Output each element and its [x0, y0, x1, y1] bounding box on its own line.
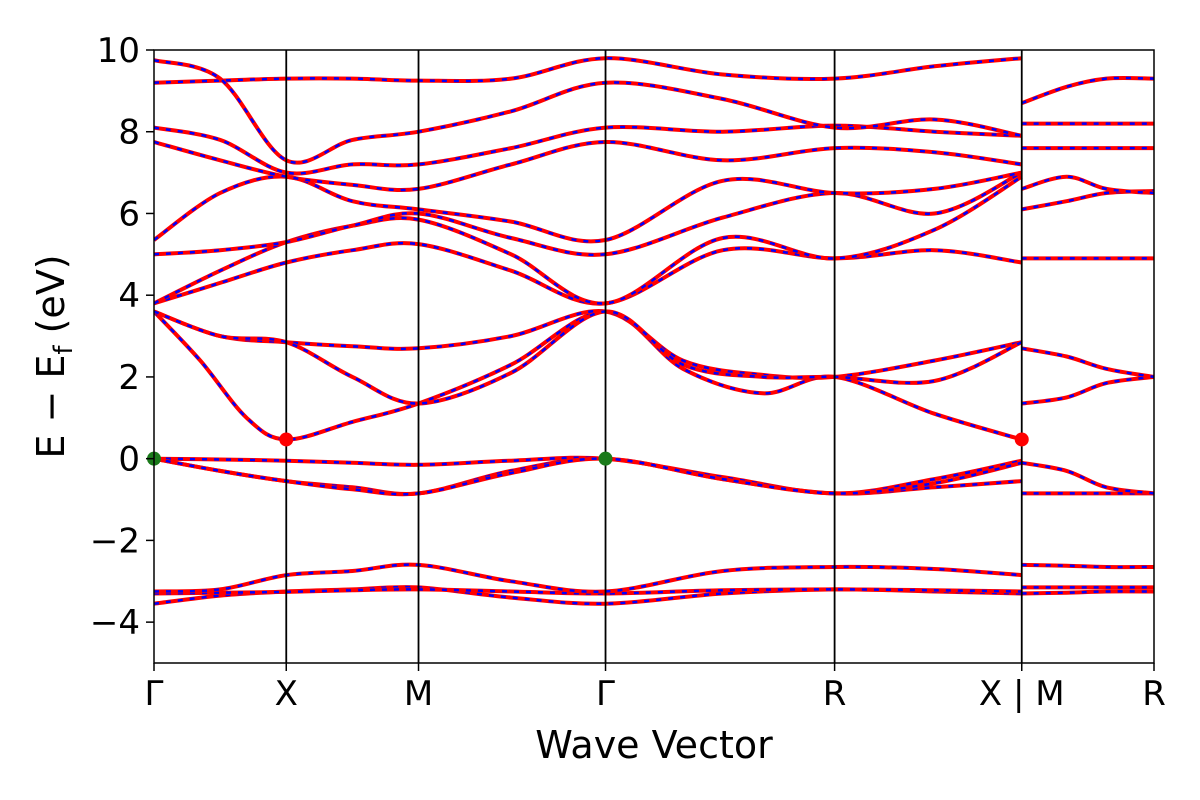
band-overlay-13 — [154, 140, 1022, 192]
x-tick-label-2: M — [404, 674, 433, 714]
y-tick-label-0: −4 — [90, 603, 140, 643]
band-overlay-1 — [154, 588, 1022, 595]
band-overlay-19 — [1021, 590, 1154, 595]
band-7 — [154, 309, 1023, 381]
y-tick-label-6: 8 — [118, 113, 140, 153]
cbm-marker-1 — [1014, 432, 1029, 447]
y-tick-label-1: −2 — [90, 521, 140, 561]
x-tick-label-4: R — [823, 674, 847, 714]
band-overlay-21 — [1021, 563, 1154, 569]
band-overlay-8 — [154, 310, 1023, 405]
band-8 — [154, 309, 1023, 406]
y-axis-label: E − Ef (eV) — [29, 254, 79, 458]
band-13 — [154, 139, 1022, 193]
band-23 — [1021, 346, 1154, 379]
y-tick-label-4: 4 — [118, 276, 140, 316]
band-22 — [1021, 374, 1154, 406]
x-tick-label-5: X | M — [979, 674, 1065, 714]
kpoint-dividers — [285, 50, 1023, 663]
x-tick-label-0: Γ — [145, 674, 164, 714]
plot-frame — [153, 49, 1155, 664]
band-18 — [1021, 460, 1154, 496]
band-11 — [154, 170, 1023, 257]
x-axis-label: Wave Vector — [535, 723, 773, 767]
y-axis-label-subscript: f — [49, 345, 79, 355]
y-axis-label-main: E − E — [29, 355, 73, 459]
band-6 — [154, 309, 1023, 442]
band-2 — [154, 562, 1022, 594]
x-tick-label-3: Γ — [596, 674, 615, 714]
y-tick-label-2: 0 — [118, 440, 140, 480]
x-tick-label-6: R — [1142, 674, 1166, 714]
x-tick-label-1: X — [275, 674, 298, 714]
band-lines — [154, 56, 1154, 606]
band-28 — [1021, 75, 1154, 105]
y-tick-label-3: 2 — [118, 358, 140, 398]
band-overlay-7 — [154, 309, 1022, 380]
y-axis-ticks: −4 −2 0 2 4 6 8 10 — [90, 31, 154, 643]
y-tick-label-5: 6 — [118, 194, 140, 234]
band-15 — [154, 56, 1022, 85]
cbm-marker-0 — [279, 432, 294, 447]
band-overlay-2 — [154, 563, 1022, 593]
y-tick-label-7: 10 — [97, 31, 140, 71]
band-16 — [154, 58, 1023, 165]
y-axis-label-unit: (eV) — [29, 254, 73, 345]
band-overlay-15 — [154, 56, 1022, 84]
band-overlay-9 — [154, 241, 1022, 305]
band-overlay-5 — [154, 457, 1022, 496]
band-25 — [1021, 174, 1154, 195]
band-overlay-12 — [154, 171, 1022, 243]
band-overlay-6 — [154, 310, 1023, 441]
vbm-marker-3 — [598, 451, 613, 466]
x-axis-ticks: Γ X M Γ R X | M R — [145, 663, 1166, 714]
